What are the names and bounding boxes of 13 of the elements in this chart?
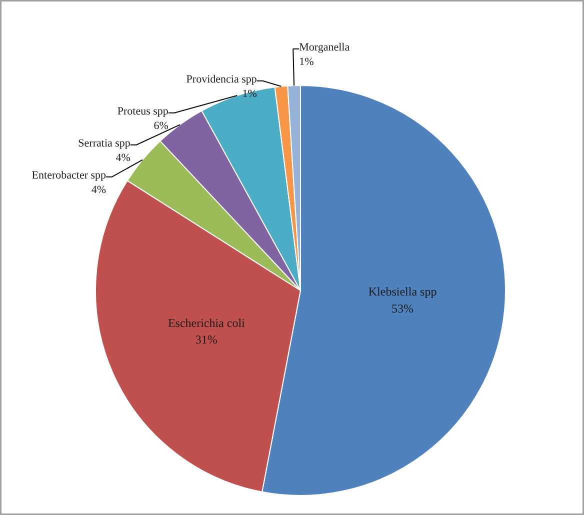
data-label: 6% <box>154 120 168 132</box>
slice-label: Escherichia coli <box>168 316 246 330</box>
slice-label: Klebsiella spp <box>368 284 437 299</box>
slice-label: Proteus spp <box>117 106 169 118</box>
slice-label: Enterobacter spp <box>32 170 107 182</box>
slice-label: Morganella <box>299 42 350 54</box>
slice-label: Serratia spp <box>78 138 131 150</box>
data-label: 4% <box>91 184 106 196</box>
data-label: 53% <box>392 302 414 316</box>
data-label: 31% <box>195 332 218 347</box>
slice-label: Providencia spp <box>186 74 258 86</box>
data-label: 4% <box>116 152 130 164</box>
data-label: 1% <box>299 56 314 68</box>
